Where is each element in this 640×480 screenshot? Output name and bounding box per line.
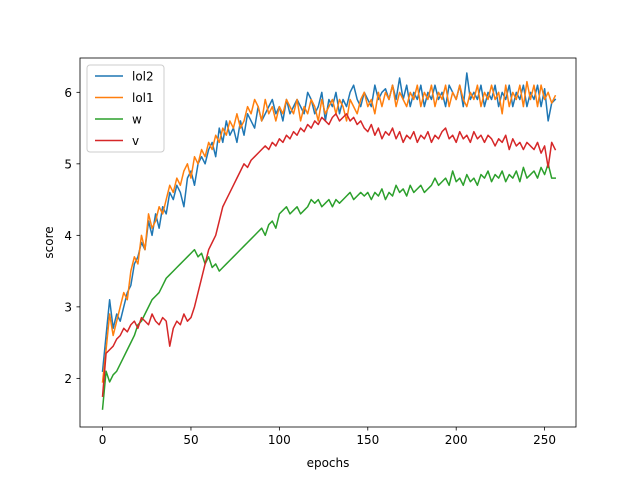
x-tick-label: 50 [183, 433, 198, 447]
x-tick-label: 250 [533, 433, 556, 447]
series-line-lol2 [101, 72, 557, 373]
y-tick-label: 6 [64, 86, 72, 100]
series-line-v [101, 113, 557, 398]
x-tick-label: 150 [356, 433, 379, 447]
legend-label-lol1: lol1 [132, 91, 154, 105]
legend-label-w: w [132, 113, 142, 127]
x-axis-label: epochs [307, 456, 350, 470]
legend-label-v: v [132, 134, 139, 148]
plot-area [101, 72, 557, 410]
y-tick-label: 2 [64, 372, 72, 386]
axes: 0 50 100 150 200 250 2 3 4 5 6 [64, 57, 577, 447]
series-line-lol1 [101, 80, 557, 383]
series-line-w [101, 163, 556, 410]
y-axis-label: score [42, 226, 56, 258]
y-tick-label: 3 [64, 300, 72, 314]
x-tick-label: 100 [268, 433, 291, 447]
y-tick-label: 5 [64, 157, 72, 171]
legend-box [86, 64, 165, 153]
legend-label-lol2: lol2 [132, 70, 154, 84]
x-tick-label: 200 [445, 433, 468, 447]
y-tick-label: 4 [64, 229, 72, 243]
plot-frame [79, 57, 577, 428]
legend: lol2 lol1 wv [86, 64, 165, 153]
x-tick-label: 0 [99, 433, 107, 447]
